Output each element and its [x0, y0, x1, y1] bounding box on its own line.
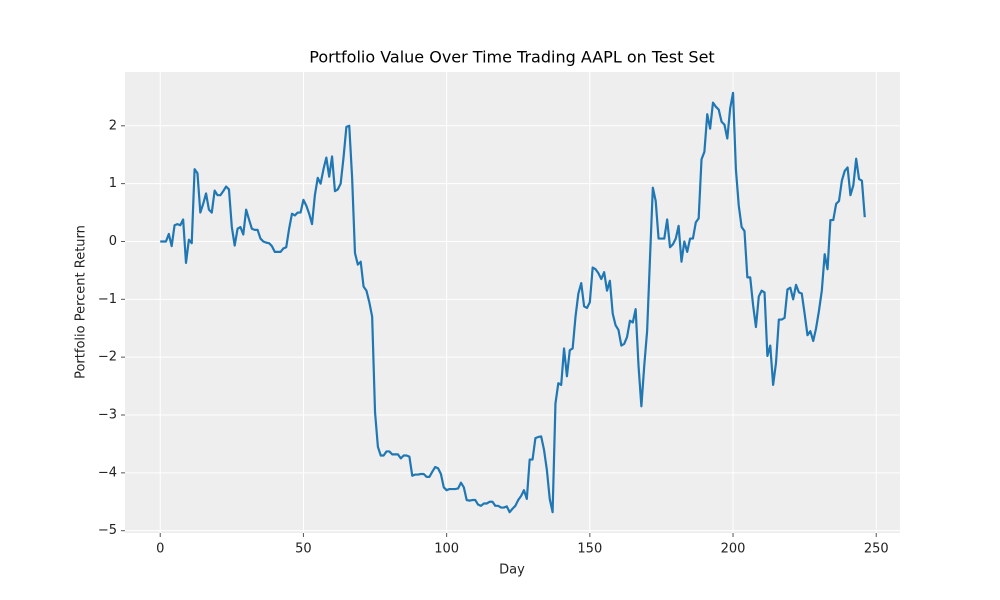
y-tick-label: 0: [109, 234, 117, 249]
plot-area: [125, 72, 900, 533]
y-axis-label: Portfolio Percent Return: [74, 225, 89, 379]
y-tick-label: −5: [98, 523, 117, 538]
x-tick-label: 50: [295, 542, 312, 557]
x-tick-label: 0: [156, 542, 164, 557]
data-line: [160, 91, 866, 514]
y-tick-label: 1: [109, 176, 117, 191]
y-tick-label: 2: [109, 118, 117, 133]
y-tick-label: −2: [98, 350, 117, 365]
x-tick-label: 100: [434, 542, 459, 557]
x-tick-label: 250: [864, 542, 889, 557]
x-tick-label: 150: [577, 542, 602, 557]
chart-title: Portfolio Value Over Time Trading AAPL o…: [309, 48, 714, 67]
x-axis-label: Day: [499, 563, 525, 578]
x-tick-label: 200: [721, 542, 746, 557]
y-tick-label: −4: [98, 465, 117, 480]
y-tick-label: −3: [98, 408, 117, 423]
y-tick-label: −1: [98, 292, 117, 307]
